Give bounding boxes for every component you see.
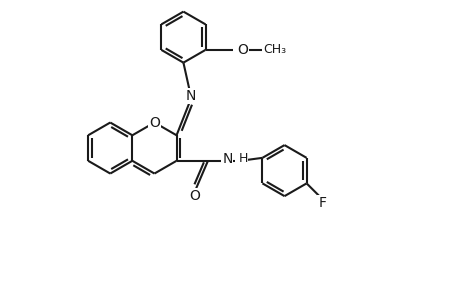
Text: N: N — [222, 152, 232, 166]
Text: CH₃: CH₃ — [263, 44, 286, 56]
Text: O: O — [236, 43, 247, 57]
Text: F: F — [318, 196, 325, 210]
Text: O: O — [149, 116, 160, 130]
Text: O: O — [188, 189, 199, 203]
Text: N: N — [186, 89, 196, 103]
Text: H: H — [238, 152, 247, 165]
